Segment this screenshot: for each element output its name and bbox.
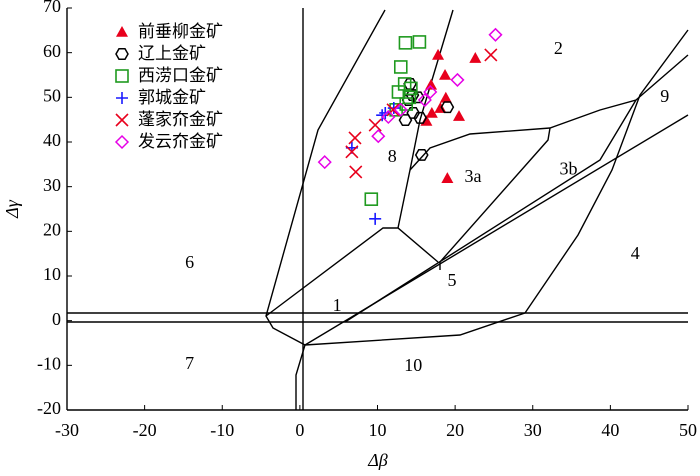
boundary [397,9,454,229]
region-label: 10 [404,355,422,375]
data-point [484,48,498,62]
data-point [376,109,389,122]
data-point [423,84,438,100]
boundary [265,227,439,317]
region-label: 3a [464,166,481,186]
legend-label: 辽上金矿 [138,44,206,64]
region-label: 3b [559,158,577,178]
data-point [381,109,396,125]
region-label: 1 [333,295,342,315]
data-point [453,110,466,121]
region-label: 4 [631,243,640,263]
data-point [413,111,428,124]
region-label: 7 [185,353,194,373]
x-axis-label: Δβ [367,450,388,470]
y-tick-label: 70 [43,0,61,16]
data-point [425,78,438,90]
legend-label: 前垂柳金矿 [138,22,223,42]
y-axis-label: Δγ [2,199,22,219]
boundary [344,99,637,323]
y-tick-label: -20 [37,398,61,418]
legend-marker [115,113,129,127]
legend-marker [116,26,128,37]
boundary [439,127,551,270]
data-point [398,36,413,50]
x-tick-label: -30 [55,420,79,440]
data-point [348,131,362,145]
x-tick-label: 50 [679,420,697,440]
region-label: 6 [185,252,194,272]
legend-marker [115,69,129,83]
region-label: 5 [448,270,457,290]
data-point [406,107,421,119]
data-point [369,212,382,225]
region-label: 9 [660,86,669,106]
x-tick-label: 40 [601,420,619,440]
data-point [439,69,452,80]
y-tick-label: 10 [43,264,61,284]
data-point [439,91,452,103]
data-point [414,149,429,161]
data-point [412,35,427,49]
y-tick-label: 60 [43,41,61,61]
region-label: 8 [388,146,397,166]
data-point [345,145,359,159]
x-tick-label: 10 [369,420,387,440]
data-point [404,81,418,96]
data-point [488,27,503,42]
x-tick-label: -10 [210,420,234,440]
y-tick-label: 30 [43,175,61,195]
data-point [425,106,438,118]
legend-label: 蓬家夼金矿 [138,110,223,130]
data-point [386,103,400,117]
legend-label: 郭城金矿 [138,88,206,108]
data-point [371,129,386,144]
data-point [349,165,363,179]
y-tick-label: 0 [52,309,61,329]
legend-label: 西涝口金矿 [138,66,223,86]
legend-marker [116,92,128,104]
data-point [441,172,454,183]
x-tick-label: 20 [446,420,464,440]
y-tick-label: 20 [43,219,61,239]
data-point [393,102,408,117]
boundary [265,9,386,410]
boundary [409,54,689,171]
x-tick-label: -20 [133,420,157,440]
data-point [440,101,455,114]
data-point [469,52,482,63]
data-point [317,155,332,170]
legend-marker [114,134,130,150]
data-point [389,103,403,117]
y-tick-label: 50 [43,85,61,105]
y-tick-label: -10 [37,353,61,373]
data-point [402,90,417,105]
data-point [364,192,379,206]
boundary [304,312,526,346]
region-label: 2 [554,38,563,58]
data-point [450,72,465,87]
boundary [524,29,689,314]
x-tick-label: 30 [524,420,542,440]
legend-marker [115,48,129,60]
data-point [368,118,382,132]
y-tick-label: 40 [43,130,61,150]
data-point [393,60,408,74]
data-point [417,92,432,108]
legend-label: 发云夼金矿 [138,132,223,152]
x-tick-label: 0 [295,420,304,440]
data-point [432,48,445,60]
